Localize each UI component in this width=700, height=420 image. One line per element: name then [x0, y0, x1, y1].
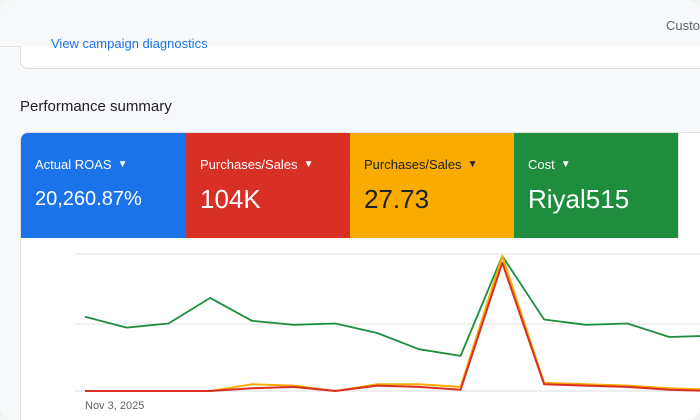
campaign-diagnostics-link[interactable]: View campaign diagnostics — [51, 36, 208, 51]
performance-line-chart — [75, 253, 700, 392]
metric-value: 27.73 — [364, 184, 430, 214]
metric-tile-purchases-sales-2[interactable]: Purchases/Sales ▼ 27.73 — [350, 133, 514, 238]
metric-label-text: Purchases/Sales — [200, 157, 298, 172]
metric-tile-purchases-sales-1[interactable]: Purchases/Sales ▼ 104K — [186, 133, 350, 238]
section-title: Performance summary — [20, 98, 172, 115]
diagnostics-card: View campaign diagnostics — [20, 36, 700, 69]
metric-value: 104K — [200, 184, 261, 214]
metric-label-text: Purchases/Sales — [364, 157, 462, 172]
metric-label[interactable]: Purchases/Sales ▼ — [364, 157, 514, 172]
metric-label[interactable]: Cost ▼ — [528, 157, 678, 172]
series-line-0 — [84, 255, 700, 357]
customize-link[interactable]: Custo — [666, 18, 700, 33]
metric-label-text: Actual ROAS — [35, 157, 112, 172]
dropdown-caret-icon: ▼ — [117, 158, 128, 170]
metric-label-text: Cost — [528, 157, 555, 172]
metric-tile-empty[interactable] — [678, 133, 700, 238]
dropdown-caret-icon: ▼ — [467, 158, 478, 170]
metric-tiles: Actual ROAS ▼ 20,260.87% Purchases/Sales… — [21, 133, 700, 238]
metric-label[interactable]: Purchases/Sales ▼ — [200, 157, 350, 172]
metric-label[interactable]: Actual ROAS ▼ — [35, 157, 186, 172]
x-axis-start-label: Nov 3, 2025 — [85, 400, 145, 412]
performance-card: Actual ROAS ▼ 20,260.87% Purchases/Sales… — [20, 132, 700, 420]
series-line-2 — [85, 261, 700, 392]
metric-value: Riyal515 — [528, 184, 630, 214]
dropdown-caret-icon: ▼ — [303, 158, 314, 170]
metric-tile-roas[interactable]: Actual ROAS ▼ 20,260.87% — [21, 133, 186, 238]
metric-value: 20,260.87% — [35, 188, 142, 210]
metric-tile-cost[interactable]: Cost ▼ Riyal515 — [514, 133, 678, 238]
dropdown-caret-icon: ▼ — [560, 158, 571, 170]
